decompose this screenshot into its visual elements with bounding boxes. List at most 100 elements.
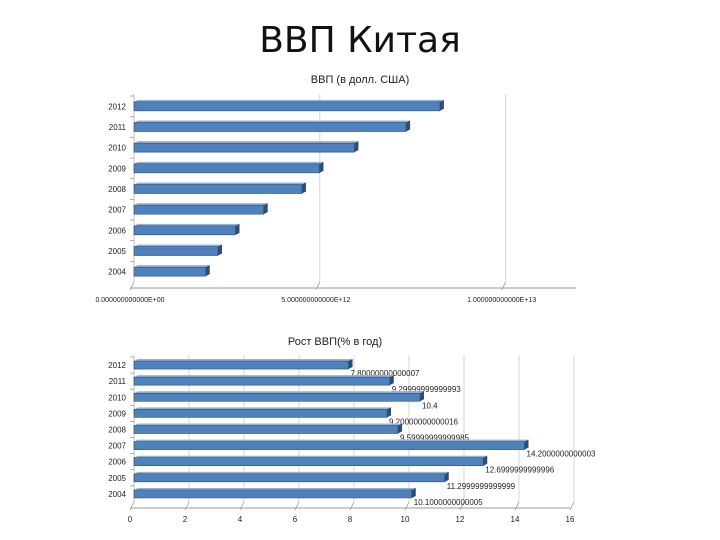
gdp-category-label: 2008: [108, 185, 126, 194]
growth-data-label: 9.59999999999985: [400, 434, 470, 443]
growth-category-label: 2007: [108, 442, 126, 451]
growth-tick-mark: [404, 501, 410, 511]
gdp-tick-mark: [129, 281, 135, 291]
gdp-bar-top: [134, 203, 268, 206]
growth-bar-top: [134, 439, 529, 442]
gdp-bar: [133, 246, 219, 256]
growth-data-label: 14.2000000000003: [527, 450, 597, 459]
gdp-category-label: 2011: [109, 123, 127, 132]
gdp-tick-mark: [501, 281, 507, 291]
gdp-bar-top: [134, 223, 240, 226]
gdp-chart-title: ВВП (в долл. США): [311, 74, 409, 86]
slide-title: ВВП Китая: [259, 20, 461, 61]
gdp-bar-end: [235, 223, 240, 235]
gdp-category-label: 2012: [108, 102, 126, 111]
gdp-bar-end: [217, 244, 222, 256]
gdp-bar-end: [439, 99, 444, 111]
growth-bar-top: [134, 487, 416, 490]
gdp-bar: [133, 122, 407, 132]
growth-category-label: 2005: [108, 474, 126, 483]
gdp-bar-chart: 0.000000000000E+00 5.000000000000E+12 1.00…: [95, 94, 576, 304]
growth-chart-title: Рост ВВП(% в год): [288, 336, 382, 348]
gdp-category-label: 2009: [108, 164, 126, 173]
growth-bar: [133, 473, 446, 483]
gdp-x-tick-label: 1.000000000000E+13: [467, 297, 536, 304]
growth-bar: [133, 392, 421, 402]
gdp-bar: [133, 184, 303, 194]
gdp-bar: [133, 204, 265, 215]
growth-bar-end: [420, 391, 424, 402]
gdp-bar: [133, 225, 236, 236]
growth-tick-mark: [239, 501, 245, 511]
growth-bar-end: [444, 471, 449, 482]
gdp-tick-mark: [315, 281, 321, 291]
growth-data-label: 7.80000000000007: [351, 369, 421, 378]
growth-x-tick-label: 6: [293, 515, 298, 524]
growth-data-label: 9.20000000000016: [389, 417, 459, 426]
growth-bar-end: [483, 455, 488, 466]
growth-bar: [133, 489, 413, 499]
growth-bar: [133, 457, 484, 467]
growth-bar-end: [398, 423, 402, 434]
gdp-category-label: 2004: [108, 268, 126, 277]
growth-tick-mark: [184, 501, 190, 511]
gdp-bar-top: [134, 265, 210, 268]
gdp-bar-end: [205, 265, 210, 277]
growth-bar-top: [134, 455, 488, 458]
growth-x-tick-label: 12: [456, 515, 465, 524]
gdp-bar: [133, 266, 207, 277]
growth-bar-top: [134, 359, 353, 362]
growth-x-tick-label: 0: [128, 515, 133, 524]
gdp-bar-end: [354, 141, 359, 153]
gdp-category-label: 2010: [108, 144, 126, 153]
gdp-bar-top: [134, 141, 359, 144]
gdp-bar-top: [134, 120, 411, 123]
growth-data-label: 10.1000000000005: [414, 498, 484, 507]
growth-bar-top: [134, 471, 449, 474]
growth-bar: [133, 376, 391, 386]
growth-category-label: 2011: [109, 377, 127, 386]
growth-bar: [133, 425, 399, 434]
growth-bar-top: [134, 423, 402, 426]
gdp-category-label: 2007: [108, 206, 126, 215]
growth-category-label: 2010: [108, 393, 126, 402]
growth-bar: [133, 409, 388, 418]
growth-bar-end: [387, 407, 391, 418]
gdp-bar-end: [319, 161, 324, 173]
gdp-bar-top: [134, 182, 306, 185]
growth-category-label: 2012: [108, 361, 126, 370]
gdp-bar-end: [301, 182, 306, 194]
growth-category-label: 2008: [108, 426, 126, 435]
growth-data-label: 9.29999999999993: [392, 385, 462, 394]
growth-bar-end: [389, 375, 394, 386]
growth-tick-mark: [459, 501, 465, 511]
growth-category-label: 2004: [108, 490, 126, 499]
gdp-category-label: 2006: [108, 226, 126, 235]
growth-bar-end: [348, 359, 353, 370]
gdp-bar-end: [406, 120, 411, 132]
growth-bar-end: [411, 487, 416, 498]
growth-data-label: 12.6999999999996: [485, 466, 555, 475]
growth-bar: [133, 360, 349, 370]
gdp-bar: [133, 142, 355, 153]
gdp-bar-end: [263, 203, 268, 215]
gdp-bar-top: [134, 161, 324, 164]
growth-x-tick-label: 10: [401, 515, 410, 524]
growth-x-tick-label: 8: [348, 515, 353, 524]
growth-bar-end: [524, 439, 529, 450]
growth-bar: [133, 441, 525, 450]
growth-tick-mark: [294, 501, 300, 511]
gdp-x-tick-label: 0.000000000000E+00: [95, 297, 164, 304]
growth-x-tick-label: 16: [566, 515, 575, 524]
growth-category-label: 2009: [108, 409, 126, 418]
growth-tick-mark: [349, 501, 355, 511]
gdp-growth-bar-chart: 0 2 4 6 8 10 12 14 16 2012 7.80000000000007 2011 9.2…: [108, 355, 596, 524]
growth-x-tick-label: 14: [511, 515, 520, 524]
growth-data-label: 10.4: [422, 401, 438, 410]
growth-bar-top: [134, 375, 394, 378]
growth-x-tick-label: 4: [238, 515, 243, 524]
growth-data-label: 11.2999999999999: [447, 482, 516, 491]
gdp-bar: [133, 101, 441, 112]
growth-category-label: 2006: [108, 458, 126, 467]
